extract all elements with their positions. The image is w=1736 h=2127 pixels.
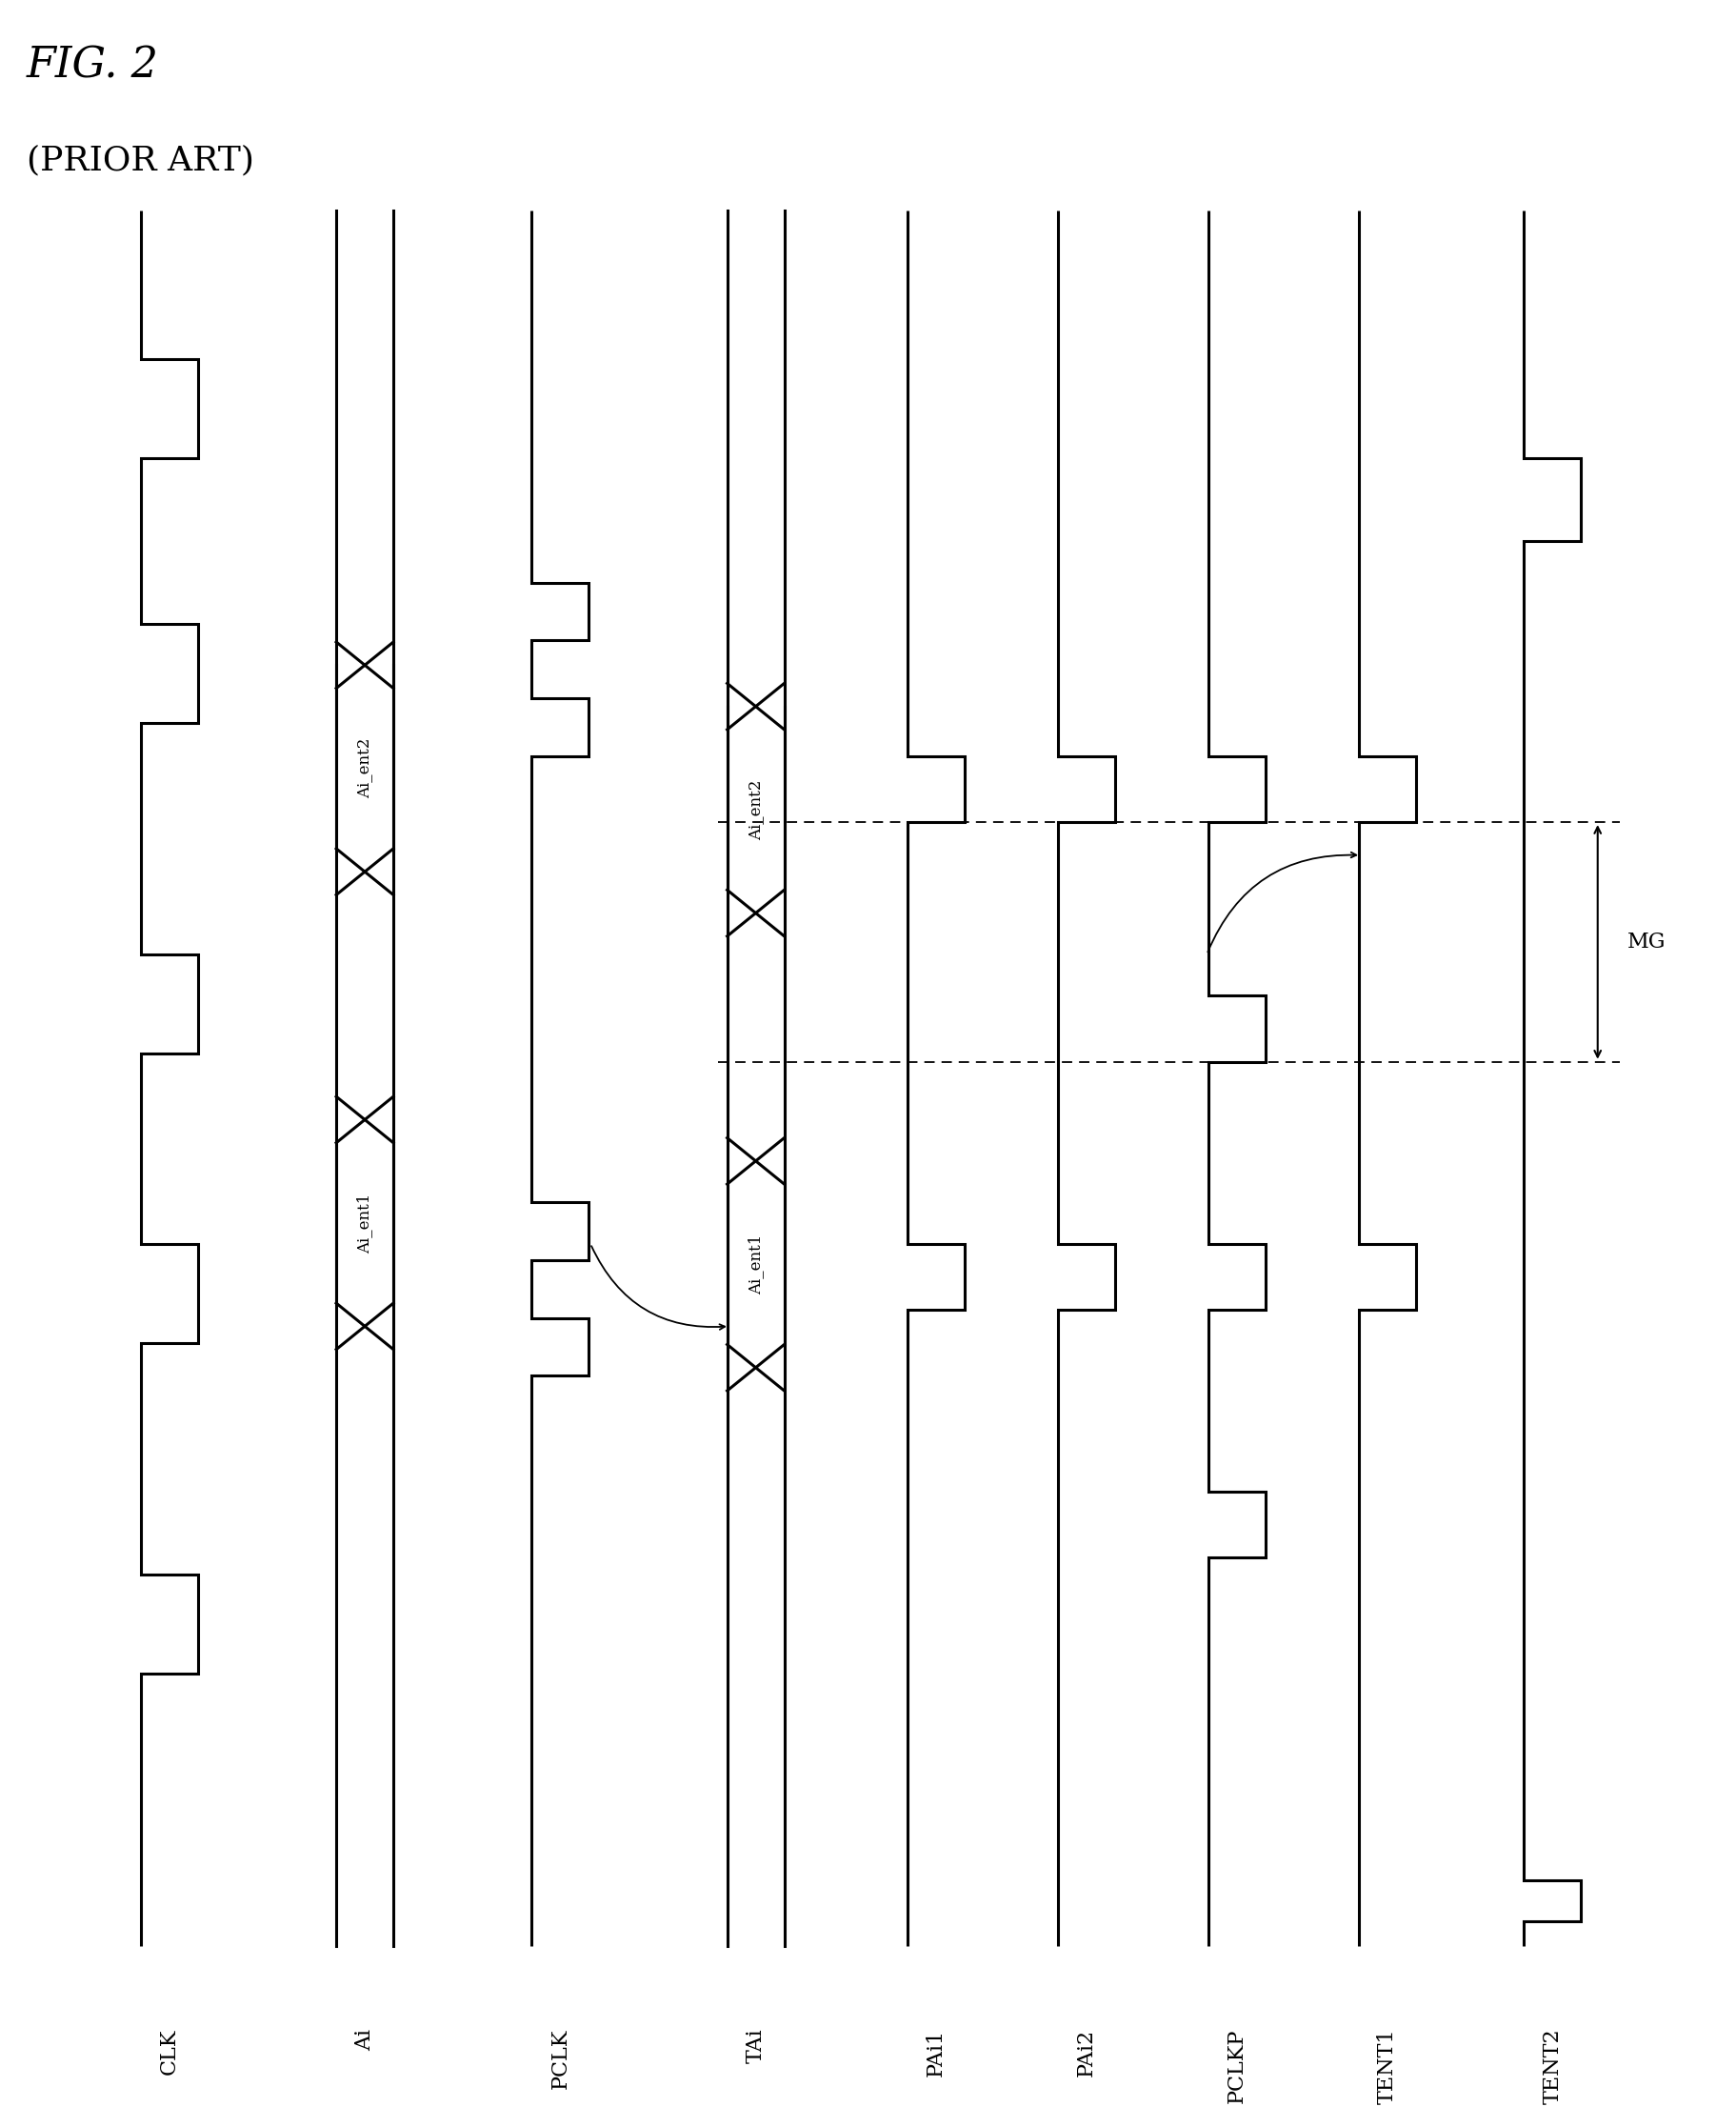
Text: CLK: CLK [158, 2029, 181, 2074]
Text: PCLKP: PCLKP [1226, 2029, 1246, 2104]
Text: (PRIOR ART): (PRIOR ART) [26, 145, 253, 177]
Text: Ai: Ai [354, 2029, 375, 2050]
Text: PCLK: PCLK [550, 2029, 571, 2089]
Text: TENT1: TENT1 [1377, 2029, 1397, 2104]
Text: TENT2: TENT2 [1542, 2029, 1562, 2104]
Text: FIG. 2: FIG. 2 [26, 45, 158, 87]
Text: Ai_ent1: Ai_ent1 [356, 1193, 373, 1253]
Text: TAi: TAi [745, 2029, 766, 2063]
Text: MG: MG [1627, 932, 1665, 953]
Text: PAi2: PAi2 [1075, 2029, 1097, 2076]
Text: Ai_ent2: Ai_ent2 [746, 781, 764, 840]
Text: Ai_ent1: Ai_ent1 [746, 1234, 764, 1295]
Text: Ai_ent2: Ai_ent2 [356, 738, 373, 798]
Text: PAi1: PAi1 [925, 2029, 946, 2076]
